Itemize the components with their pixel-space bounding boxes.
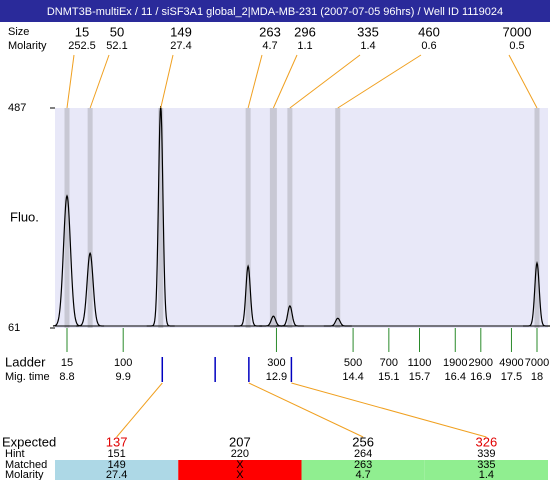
molarity-value: 27.4 [106, 469, 127, 480]
peak-size: 15 [75, 24, 89, 39]
ladder-time: 14.4 [342, 371, 363, 383]
hint-value: 151 [107, 448, 125, 460]
ladder-label: Ladder [5, 354, 46, 369]
peak-molarity: 0.5 [509, 40, 524, 52]
match-cell [55, 460, 179, 480]
match-cell [301, 460, 425, 480]
ladder-size: 1900 [443, 357, 467, 369]
ladder-size: 15 [61, 357, 73, 369]
molarity-value: 4.7 [355, 469, 370, 480]
peak-band [87, 108, 93, 328]
molarity-value: X [236, 469, 244, 480]
plot-area [55, 108, 548, 328]
row-label: Molarity [5, 469, 44, 480]
peak-size: 263 [259, 24, 281, 39]
peak-band [534, 108, 540, 328]
hint-connector [291, 382, 487, 438]
expected-value: 326 [476, 434, 498, 449]
y-tick-label: 61 [8, 322, 20, 334]
size-label: Size [8, 26, 29, 38]
peak-band [335, 108, 341, 328]
row-label: Expected [2, 434, 56, 449]
peak-size: 296 [294, 24, 316, 39]
peak-connector [66, 54, 75, 109]
hint-value: 220 [231, 448, 249, 460]
ladder-size: 2900 [469, 357, 493, 369]
title-bar [0, 0, 550, 22]
peak-molarity: 1.1 [297, 40, 312, 52]
ladder-size: 100 [114, 357, 132, 369]
ladder-time: 17.5 [501, 371, 522, 383]
expected-value: 256 [352, 434, 374, 449]
chart-title: DNMT3B-multiEx / 11 / siSF3A1 global_2|M… [47, 6, 503, 18]
trace-peak [234, 264, 263, 327]
molarity-label: Molarity [8, 40, 47, 52]
peak-size: 335 [357, 24, 379, 39]
ladder-size: 4900 [499, 357, 523, 369]
peak-molarity: 252.5 [68, 40, 96, 52]
peak-molarity: 27.4 [170, 40, 191, 52]
hint-connector [248, 382, 364, 438]
expected-value: 207 [229, 434, 251, 449]
ladder-size: 1100 [408, 357, 432, 369]
ladder-time: 12.9 [266, 371, 287, 383]
y-axis-label: Fluo. [10, 209, 39, 224]
trace-peak [523, 260, 550, 327]
peak-molarity: 4.7 [262, 40, 277, 52]
peak-size: 460 [418, 24, 440, 39]
trace-peak [76, 251, 105, 327]
peak-connector [247, 54, 263, 109]
peak-connector [89, 54, 110, 109]
peak-band [287, 108, 293, 328]
matched-value: 335 [477, 459, 495, 471]
peak-size: 7000 [503, 24, 532, 39]
match-cell [178, 460, 302, 480]
hint-connector [116, 382, 163, 438]
matched-value: 149 [107, 459, 125, 471]
ladder-time: 16.4 [445, 371, 466, 383]
ladder-time: 15.1 [378, 371, 399, 383]
peak-band [158, 108, 164, 328]
mig-time-label: Mig. time [5, 371, 50, 383]
peak-molarity: 1.4 [360, 40, 375, 52]
peak-connector [160, 54, 174, 109]
ladder-time: 15.7 [409, 371, 430, 383]
hint-value: 264 [354, 448, 372, 460]
expected-value: 137 [106, 434, 128, 449]
peak-size: 149 [170, 24, 192, 39]
peak-band [64, 108, 70, 328]
peak-band [245, 108, 251, 328]
peak-molarity: 0.6 [421, 40, 436, 52]
matched-value: X [236, 459, 244, 471]
ladder-time: 16.9 [470, 371, 491, 383]
matched-value: 263 [354, 459, 372, 471]
ladder-size: 7000 [525, 357, 549, 369]
peak-band [269, 108, 277, 328]
ladder-size: 300 [267, 357, 285, 369]
peak-connector [337, 54, 422, 109]
ladder-time: 18 [531, 371, 543, 383]
peak-connector [272, 54, 298, 109]
row-label: Matched [5, 459, 47, 471]
row-label: Hint [5, 448, 25, 460]
hint-value: 339 [477, 448, 495, 460]
peak-size: 50 [110, 24, 124, 39]
ladder-time: 9.9 [116, 371, 131, 383]
molarity-value: 1.4 [479, 469, 494, 480]
peak-connector [289, 54, 361, 109]
peak-molarity: 52.1 [106, 40, 127, 52]
peak-connector [508, 54, 538, 109]
trace-peak [275, 305, 304, 327]
ladder-size: 500 [344, 357, 362, 369]
ladder-time: 8.8 [59, 371, 74, 383]
trace-peak [52, 194, 82, 327]
ladder-size: 700 [380, 357, 398, 369]
y-tick-label: 487 [8, 102, 26, 114]
trace-peak [323, 317, 352, 327]
match-cell [424, 460, 548, 480]
